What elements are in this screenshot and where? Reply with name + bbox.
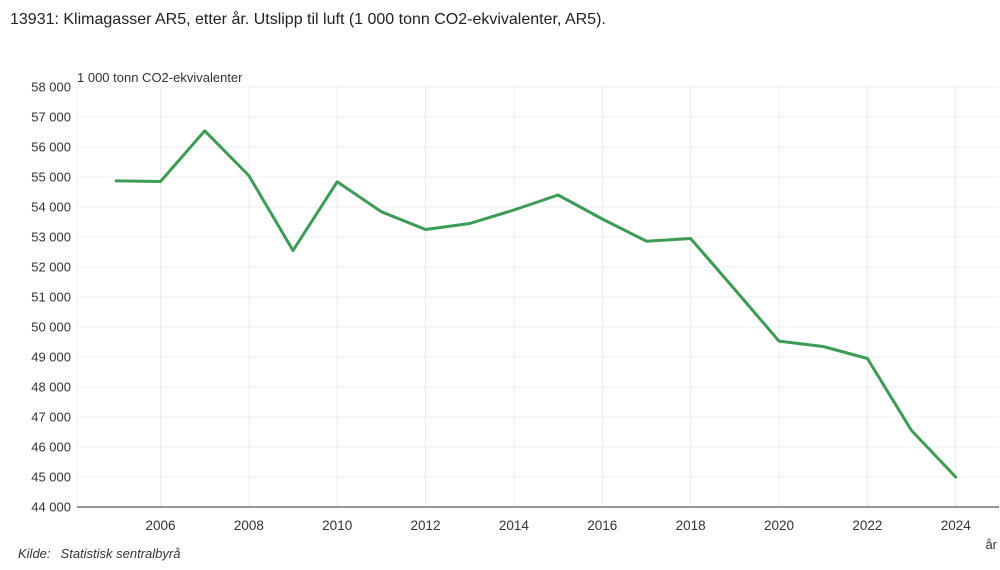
y-tick-label: 44 000	[31, 500, 71, 515]
x-tick-label: 2018	[676, 518, 706, 533]
y-tick-label: 49 000	[31, 350, 71, 365]
y-tick-label: 55 000	[31, 170, 71, 185]
source-note: Kilde: Statistisk sentralbyrå	[18, 546, 180, 561]
x-tick-label: 2024	[941, 518, 972, 533]
data-line-series	[114, 129, 958, 479]
source-label: Kilde:	[18, 546, 51, 561]
x-tick-label: 2008	[234, 518, 264, 533]
y-tick-label: 53 000	[31, 230, 71, 245]
x-tick-label: 2010	[322, 518, 352, 533]
source-name: Statistisk sentralbyrå	[60, 546, 181, 561]
y-tick-label: 48 000	[31, 380, 71, 395]
y-axis-unit-label: 1 000 tonn CO2-ekvivalenter	[77, 70, 243, 85]
y-tick-label: 56 000	[31, 140, 71, 155]
x-tick-label: 2014	[499, 518, 530, 533]
y-tick-label: 46 000	[31, 440, 71, 455]
x-tick-label: 2016	[587, 518, 617, 533]
x-axis-label: år	[985, 537, 997, 552]
x-tick-label: 2012	[411, 518, 441, 533]
x-tick-label: 2006	[145, 518, 175, 533]
x-tick-label: 2020	[764, 518, 794, 533]
y-tick-label: 51 000	[31, 290, 71, 305]
y-tick-label: 58 000	[31, 80, 71, 95]
y-tick-label: 52 000	[31, 260, 71, 275]
x-tick-label: 2022	[852, 518, 882, 533]
y-tick-label: 50 000	[31, 320, 71, 335]
y-tick-label: 47 000	[31, 410, 71, 425]
chart-title: 13931: Klimagasser AR5, etter år. Utslip…	[10, 11, 606, 28]
y-tick-label: 57 000	[31, 110, 71, 125]
y-tick-label: 54 000	[31, 200, 71, 215]
y-tick-label: 45 000	[31, 470, 71, 485]
